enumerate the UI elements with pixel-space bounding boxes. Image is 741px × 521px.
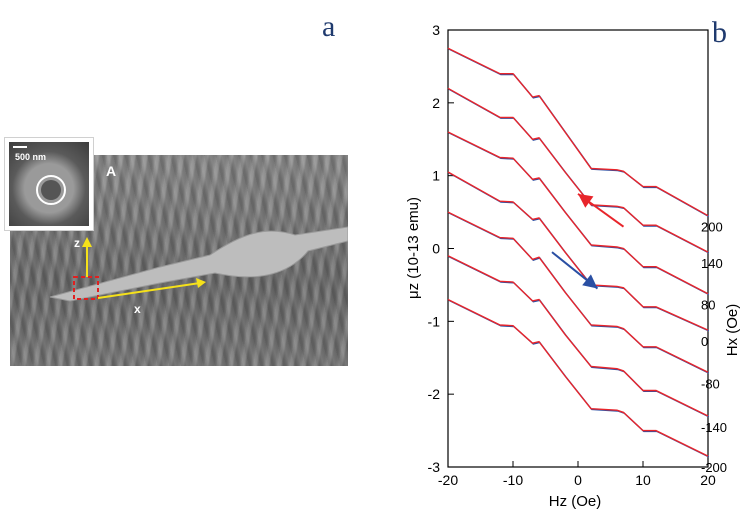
series-line-red bbox=[447, 87, 709, 253]
series-line-blue bbox=[448, 212, 710, 374]
x-tick-label: -10 bbox=[503, 472, 523, 488]
y-axis-title: μz (10-13 emu) bbox=[405, 197, 422, 299]
z-axis-arrowhead bbox=[82, 237, 92, 247]
y-tick-label: -3 bbox=[428, 459, 441, 475]
series-line-red bbox=[447, 171, 709, 331]
red-arrow-head bbox=[578, 193, 594, 208]
panel-letter-a: a bbox=[322, 10, 336, 43]
series-line-blue bbox=[448, 299, 710, 458]
x-axis-line bbox=[97, 282, 201, 299]
inset-micrograph: 500 nm bbox=[9, 142, 89, 226]
series-label: 200 bbox=[701, 220, 723, 235]
series-label: 80 bbox=[701, 298, 715, 313]
y-tick-label: -1 bbox=[428, 313, 441, 329]
panel-letter-b: b bbox=[712, 16, 727, 49]
series-line-red bbox=[447, 255, 709, 417]
x-axis-label: x bbox=[134, 302, 141, 316]
right-axis-title: Hx (Oe) bbox=[724, 304, 741, 357]
series-line-red bbox=[447, 47, 709, 217]
scale-bar bbox=[13, 146, 27, 148]
x-axis-arrowhead bbox=[196, 278, 206, 288]
series-label: -200 bbox=[701, 460, 727, 475]
x-tick-label: 0 bbox=[574, 472, 582, 488]
series-line-blue bbox=[448, 172, 710, 332]
x-axis-title: Hz (Oe) bbox=[549, 493, 602, 510]
sem-overlay: z x bbox=[49, 226, 348, 316]
series-line-blue bbox=[448, 48, 710, 218]
y-tick-label: 2 bbox=[432, 95, 440, 111]
plot-frame bbox=[447, 29, 709, 468]
inset-ring bbox=[36, 175, 66, 205]
y-tick-label: 1 bbox=[432, 168, 440, 184]
blue-arrow-head bbox=[582, 274, 598, 289]
series-line-red bbox=[447, 298, 709, 457]
z-axis-label: z bbox=[74, 236, 80, 250]
series-label: 0 bbox=[701, 334, 708, 349]
series-line-red bbox=[447, 211, 709, 373]
series-line-red bbox=[447, 131, 709, 295]
scale-bar-label: 500 nm bbox=[15, 152, 47, 162]
dashed-box bbox=[73, 276, 99, 300]
series-label: -80 bbox=[701, 376, 720, 391]
series-label: 140 bbox=[701, 256, 723, 271]
y-tick-label: 3 bbox=[432, 22, 440, 38]
inset-overlay bbox=[13, 146, 66, 205]
x-tick-label: 10 bbox=[635, 472, 651, 488]
x-tick-label: -20 bbox=[438, 472, 458, 488]
cantilever-shape bbox=[49, 226, 348, 302]
inset-core bbox=[41, 180, 61, 200]
sem-inset: 500 nm bbox=[4, 137, 94, 231]
y-tick-label: -2 bbox=[428, 386, 441, 402]
y-tick-label: 0 bbox=[432, 241, 440, 257]
series-label: -140 bbox=[701, 420, 727, 435]
image-label-A: A bbox=[106, 163, 117, 179]
x-tick-label: 20 bbox=[700, 472, 716, 488]
